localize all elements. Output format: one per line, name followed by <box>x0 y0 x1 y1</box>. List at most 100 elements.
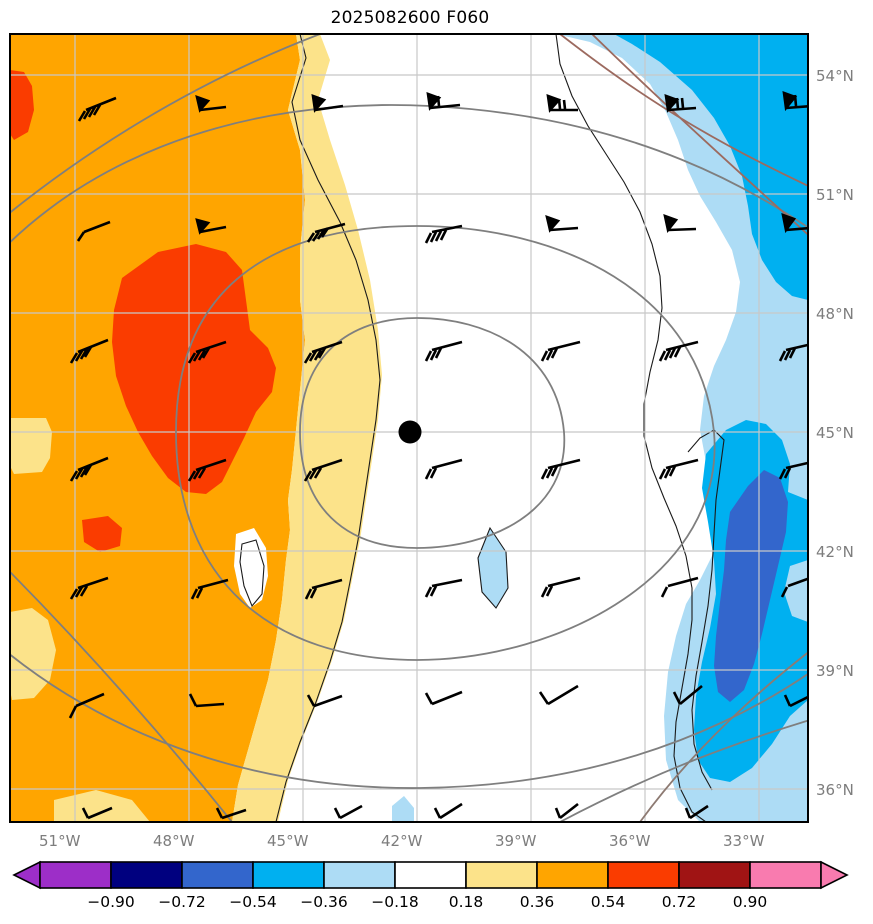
contour-pocket-018-036-southwest <box>10 608 56 700</box>
plot-frame <box>9 33 809 823</box>
colorbar-segment-1 <box>110 861 183 889</box>
wind-barb <box>658 340 699 362</box>
wind-barb <box>433 802 463 820</box>
wind-barb <box>333 804 363 820</box>
zero-contour-east-inner <box>687 429 725 791</box>
wind-barb <box>554 802 579 820</box>
contour-sliver-054-072-topleft <box>10 70 34 140</box>
lat-tick-51n: 51°N <box>816 186 854 204</box>
colorbar-segment-6 <box>465 861 538 889</box>
wind-barb <box>195 94 227 113</box>
wind-barb <box>188 693 225 708</box>
wind-barb <box>424 578 463 598</box>
colorbar-tick-0: −0.90 <box>87 893 135 911</box>
colorbar-extend-max <box>820 860 849 890</box>
colorbar-segment-5 <box>394 861 467 889</box>
wind-barb <box>424 690 463 706</box>
lon-tick-51w: 51°W <box>39 832 81 850</box>
wind-barb <box>660 576 699 598</box>
wind-barb <box>664 94 697 113</box>
wind-barb <box>69 456 109 482</box>
wind-barb <box>304 578 343 600</box>
wind-barb <box>540 576 581 598</box>
wind-barb <box>195 218 227 235</box>
wind-barb <box>783 694 808 708</box>
wind-barb <box>684 804 709 820</box>
wind-barb <box>306 694 343 708</box>
lat-tick-48n: 48°N <box>816 305 854 323</box>
colorbar-segments <box>12 860 849 890</box>
colorbar-tick-8: 0.72 <box>661 893 697 911</box>
wind-barb <box>540 340 581 362</box>
colorbar-segment-2 <box>181 861 254 889</box>
wind-barb <box>538 684 579 706</box>
wind-barb <box>76 220 111 242</box>
colorbar-tick-3: −0.36 <box>300 893 348 911</box>
gridline-layer <box>10 34 808 822</box>
wind-barb <box>68 692 105 719</box>
colorbar-segment-3 <box>252 861 325 889</box>
lon-tick-45w: 45°W <box>267 832 309 850</box>
wind-barb <box>672 684 703 706</box>
wind-barb <box>663 213 697 233</box>
isobar-inner <box>299 317 566 549</box>
lon-tick-42w: 42°W <box>381 832 423 850</box>
lat-tick-39n: 39°N <box>816 662 854 680</box>
contour-band-n072-n054 <box>714 470 788 702</box>
wind-barb <box>540 458 581 480</box>
lon-tick-36w: 36°W <box>609 832 651 850</box>
colorbar-tick-7: 0.54 <box>590 893 626 911</box>
storm-center-marker <box>398 420 422 444</box>
wind-barb <box>426 92 461 111</box>
wind-barb <box>187 340 227 364</box>
isobar-outer-se2 <box>559 719 808 822</box>
colorbar-extend-min <box>12 860 41 890</box>
colorbar-tick-2: −0.54 <box>229 893 277 911</box>
colorbar-tick-1: −0.72 <box>158 893 206 911</box>
colorbar-tick-9: 0.90 <box>732 893 768 911</box>
isobar-outer-nw <box>10 34 321 214</box>
wind-barb <box>780 577 808 598</box>
wind-barb <box>546 94 578 113</box>
isobar-outer-sw <box>10 570 233 822</box>
isobar-outer-se <box>639 651 808 822</box>
contour-pocket-018-036-bottom <box>54 790 150 822</box>
contour-patch-n036-n018-bottom <box>392 796 414 822</box>
wind-barb <box>311 94 344 113</box>
colorbar-tick-6: 0.36 <box>519 893 555 911</box>
wind-barb <box>215 807 247 820</box>
wind-barb <box>77 96 117 122</box>
wind-barb <box>424 224 463 244</box>
colorbar-segment-8 <box>607 861 680 889</box>
lat-tick-54n: 54°N <box>816 67 854 85</box>
colorbar-segment-4 <box>323 861 396 889</box>
colorbar-segment-10 <box>749 861 822 889</box>
wind-barb <box>303 458 343 482</box>
lat-tick-42n: 42°N <box>816 543 854 561</box>
wind-barb <box>69 576 109 600</box>
wind-barb <box>658 458 699 480</box>
page-title: 2025082600 F060 <box>330 8 490 28</box>
zero-contour-hole <box>239 539 265 608</box>
lat-tick-45n: 45°N <box>816 424 854 442</box>
contour-sliver-054-072-lowleft <box>82 516 122 552</box>
isobar-outer-ne2 <box>591 34 808 236</box>
isobar-middle <box>175 225 716 661</box>
zero-contour-layer <box>239 34 725 822</box>
wind-barb <box>545 214 579 233</box>
wind-barb <box>69 338 109 364</box>
lon-tick-39w: 39°W <box>495 832 537 850</box>
wind-barb <box>424 458 463 480</box>
wind-barb <box>190 578 229 600</box>
lon-tick-33w: 33°W <box>723 832 765 850</box>
colorbar[interactable] <box>12 860 849 890</box>
colorbar-tick-5: 0.18 <box>448 893 484 911</box>
lon-tick-48w: 48°W <box>153 832 195 850</box>
zero-contour-diamond <box>477 526 509 609</box>
wind-barb <box>306 222 346 243</box>
zero-contour-west <box>275 34 381 822</box>
contour-hole-neutral-west <box>234 528 268 608</box>
zero-contour-east <box>555 34 707 822</box>
wind-barb <box>424 340 463 362</box>
